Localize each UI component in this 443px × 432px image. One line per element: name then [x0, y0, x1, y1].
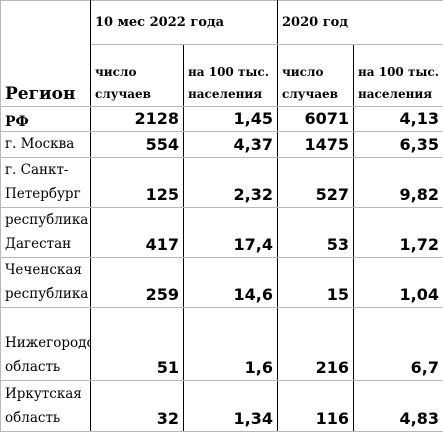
table-row: Иркутская область 32 1,34 116 4,83 [1, 381, 443, 432]
rate-2022-cell: 17,4 [184, 208, 278, 258]
region-column-header: Регион [1, 1, 91, 107]
region-name: г. Москва [1, 132, 91, 158]
table-row: РФ 2128 1,45 6071 4,13 [1, 107, 443, 132]
period-2022-header: 10 мес 2022 года [91, 1, 278, 45]
rate-2022-header: на 100 тыс. населения [184, 45, 278, 107]
rate-2022-cell: 4,37 [184, 132, 278, 158]
rate-2020-cell: 6,35 [354, 132, 443, 158]
rate-2020-cell: 1,04 [354, 258, 443, 308]
rate-2020-cell: 1,72 [354, 208, 443, 258]
table-row: Нижегородская область 51 1,6 216 6,7 [1, 308, 443, 381]
rate-2022-cell: 2,32 [184, 158, 278, 208]
cases-2020-cell: 527 [278, 158, 354, 208]
region-name: Чеченская республика [1, 258, 91, 308]
table-row: г. Санкт-Петербург 125 2,32 527 9,82 [1, 158, 443, 208]
cases-2022-cell: 554 [91, 132, 184, 158]
table-row: республика Дагестан 417 17,4 53 1,72 [1, 208, 443, 258]
cases-2020-cell: 53 [278, 208, 354, 258]
rate-2022-cell: 1,45 [184, 107, 278, 132]
region-name: республика Дагестан [1, 208, 91, 258]
cases-2022-cell: 2128 [91, 107, 184, 132]
region-name: Иркутская область [1, 381, 91, 432]
rate-2020-header: на 100 тыс. населения [354, 45, 443, 107]
region-name: г. Санкт-Петербург [1, 158, 91, 208]
rate-2020-cell: 4,83 [354, 381, 443, 432]
table-row: г. Москва 554 4,37 1475 6,35 [1, 132, 443, 158]
cases-2020-cell: 116 [278, 381, 354, 432]
cases-2020-cell: 6071 [278, 107, 354, 132]
rate-2022-cell: 1,34 [184, 381, 278, 432]
rate-2022-cell: 14,6 [184, 258, 278, 308]
rate-2020-cell: 9,82 [354, 158, 443, 208]
table-row: Чеченская республика 259 14,6 15 1,04 [1, 258, 443, 308]
cases-2022-header: число случаев [91, 45, 184, 107]
rate-2020-cell: 6,7 [354, 308, 443, 381]
period-2020-header: 2020 год [278, 1, 443, 45]
cases-2022-cell: 125 [91, 158, 184, 208]
cases-2022-cell: 51 [91, 308, 184, 381]
rate-2022-cell: 1,6 [184, 308, 278, 381]
cases-2020-cell: 15 [278, 258, 354, 308]
cases-2022-cell: 32 [91, 381, 184, 432]
cases-2022-cell: 417 [91, 208, 184, 258]
cases-2020-cell: 1475 [278, 132, 354, 158]
cases-2022-cell: 259 [91, 258, 184, 308]
cases-2020-header: число случаев [278, 45, 354, 107]
region-name: РФ [1, 107, 91, 132]
region-name: Нижегородская область [1, 308, 91, 381]
cases-2020-cell: 216 [278, 308, 354, 381]
rate-2020-cell: 4,13 [354, 107, 443, 132]
